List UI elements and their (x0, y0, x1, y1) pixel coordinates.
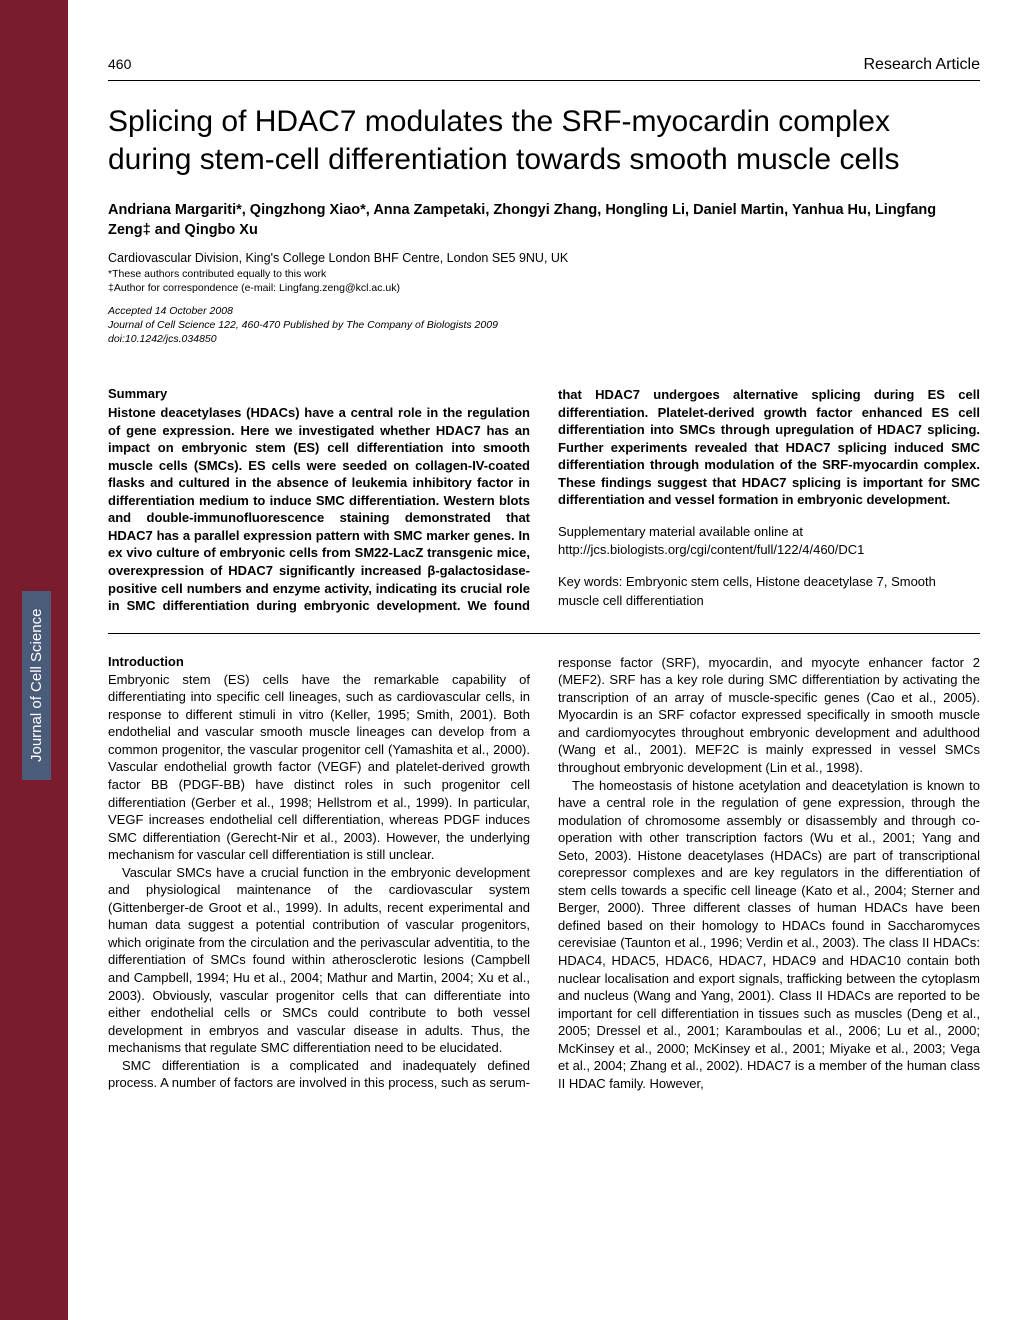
header-row: 460 Research Article (108, 0, 980, 81)
author-list: Andriana Margariti*, Qingzhong Xiao*, An… (108, 200, 980, 241)
page-number: 460 (108, 56, 131, 72)
intro-paragraph-1: Embryonic stem (ES) cells have the remar… (108, 671, 530, 864)
introduction-heading: Introduction (108, 654, 530, 669)
summary-heading: Summary (108, 386, 530, 401)
intro-paragraph-4: The homeostasis of histone acetylation a… (558, 777, 980, 1093)
intro-paragraph-2: Vascular SMCs have a crucial function in… (108, 864, 530, 1057)
citation: Journal of Cell Science 122, 460-470 Pub… (108, 318, 980, 332)
supplementary-material: Supplementary material available online … (558, 523, 980, 559)
footnote-equal-contribution: *These authors contributed equally to th… (108, 268, 980, 280)
article-type: Research Article (864, 56, 981, 74)
footnote-correspondence: ‡Author for correspondence (e-mail: Ling… (108, 282, 980, 294)
doi: doi:10.1242/jcs.034850 (108, 332, 980, 346)
journal-sidebar: Journal of Cell Science (0, 0, 68, 1320)
journal-name-vertical: Journal of Cell Science (22, 591, 51, 780)
accepted-date: Accepted 14 October 2008 (108, 304, 980, 318)
article-metadata: Accepted 14 October 2008 Journal of Cell… (108, 304, 980, 347)
introduction-section: Introduction Embryonic stem (ES) cells h… (108, 654, 980, 1093)
article-content: 460 Research Article Splicing of HDAC7 m… (68, 0, 1020, 1092)
affiliation: Cardiovascular Division, King's College … (108, 251, 980, 265)
summary-section: Summary Histone deacetylases (HDACs) hav… (108, 386, 980, 634)
article-title: Splicing of HDAC7 modulates the SRF-myoc… (108, 103, 980, 178)
keywords: Key words: Embryonic stem cells, Histone… (558, 573, 980, 609)
